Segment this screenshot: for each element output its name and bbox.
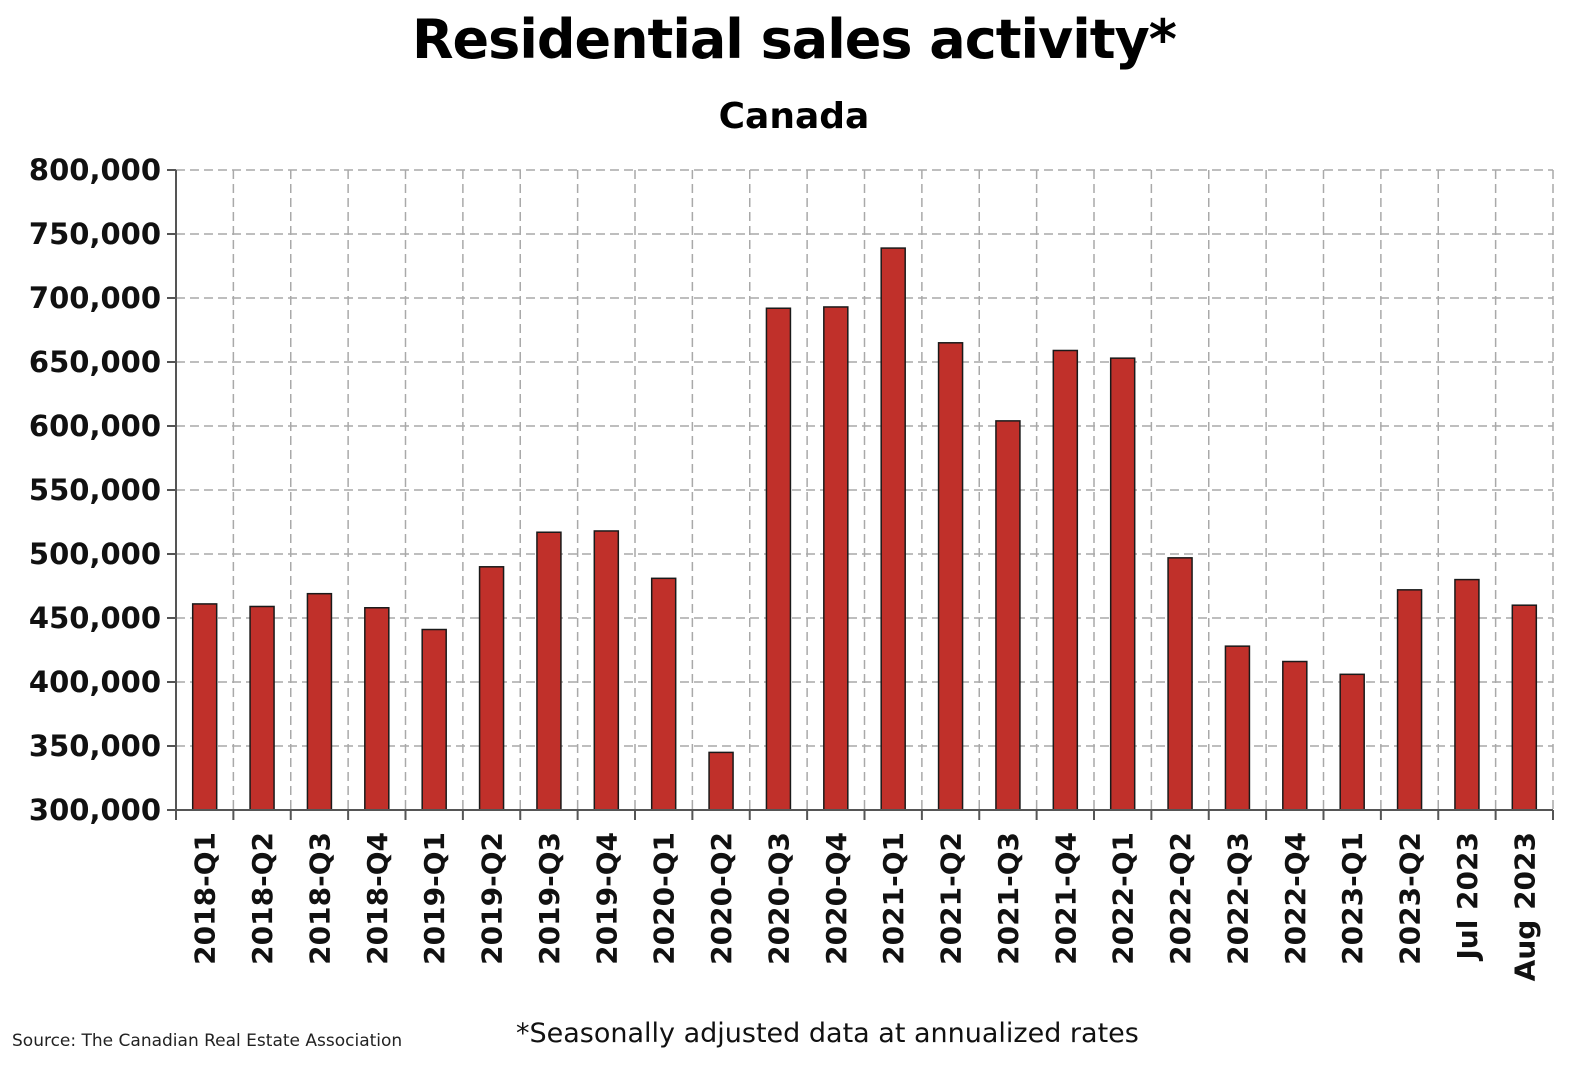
- y-tick-label: 550,000: [29, 473, 161, 507]
- y-tick-label: 350,000: [29, 729, 161, 763]
- x-axis-ticks: 2018-Q1 2018-Q2 2018-Q3 2018-Q4 2019-Q1 2019-…: [189, 832, 1542, 981]
- y-tick-label: 700,000: [29, 281, 161, 315]
- bar-2023-q1: [1339, 673, 1365, 811]
- y-tick-label: 400,000: [29, 665, 161, 699]
- bar-2022-q2: [1167, 557, 1193, 811]
- x-tick-label: 2023-Q1: [1336, 832, 1369, 965]
- y-tick-label: 300,000: [29, 793, 161, 827]
- bar-2018-q2: [249, 605, 275, 811]
- x-tick-label: 2020-Q3: [762, 832, 795, 965]
- x-tick-label: 2022-Q4: [1279, 832, 1312, 965]
- bar-2019-q3: [536, 531, 562, 811]
- x-tick-label: 2022-Q3: [1221, 832, 1254, 965]
- x-tick-label: 2019-Q2: [476, 832, 509, 965]
- gridlines: [176, 169, 1554, 810]
- bar-2023-q2: [1396, 589, 1423, 811]
- x-tick-label: 2022-Q1: [1107, 832, 1140, 965]
- x-tick-label: 2021-Q3: [992, 832, 1025, 965]
- bar-2018-q3: [306, 592, 333, 811]
- bar-2021-q1: [880, 247, 906, 811]
- x-tick-label: 2018-Q1: [189, 832, 222, 965]
- bar-2019-q4: [593, 530, 620, 811]
- y-tick-label: 650,000: [29, 345, 161, 379]
- y-axis-ticks: 300,000 350,000 400,000 450,000 500,000 550,0…: [29, 153, 161, 827]
- x-tick-label: 2020-Q4: [820, 832, 853, 965]
- bar-jul-2023: [1454, 578, 1480, 811]
- bar-2020-q1: [650, 577, 677, 811]
- source-note: Source: The Canadian Real Estate Associa…: [12, 1031, 403, 1051]
- bar-aug-2023: [1511, 604, 1538, 811]
- y-tick-label: 800,000: [29, 153, 161, 187]
- x-tick-label: 2019-Q3: [533, 832, 566, 965]
- x-tick-label: 2021-Q2: [935, 832, 968, 965]
- x-tick-label: 2020-Q2: [705, 832, 738, 965]
- bar-2018-q1: [191, 603, 218, 811]
- x-tick-label: 2018-Q2: [246, 832, 279, 965]
- bar-2021-q2: [937, 342, 964, 811]
- bar-2020-q3: [765, 307, 792, 811]
- bar-2020-q4: [823, 306, 849, 811]
- bar-2022-q1: [1109, 357, 1136, 811]
- bar-2022-q3: [1224, 645, 1251, 811]
- x-tick-label: 2021-Q4: [1049, 832, 1082, 965]
- x-tick-label: Jul 2023: [1451, 832, 1484, 962]
- bar-2020-q2: [708, 751, 734, 811]
- chart-subtitle: Canada: [718, 96, 870, 137]
- bar-2019-q1: [421, 628, 447, 811]
- footnote: *Seasonally adjusted data at annualized …: [516, 1018, 1139, 1049]
- bar-2018-q4: [364, 607, 390, 811]
- x-tick-label: 2020-Q1: [648, 832, 681, 965]
- x-tick-label: 2018-Q3: [303, 832, 336, 965]
- x-tick-label: 2018-Q4: [361, 832, 394, 965]
- x-tick-label: 2019-Q4: [590, 832, 623, 965]
- y-tick-label: 450,000: [29, 601, 161, 635]
- y-tick-label: 500,000: [29, 537, 161, 571]
- axes: [167, 169, 1554, 820]
- bar-2021-q3: [995, 420, 1021, 811]
- x-tick-label: Aug 2023: [1508, 832, 1541, 981]
- x-tick-label: 2023-Q2: [1394, 832, 1427, 965]
- bar-2019-q2: [478, 566, 505, 811]
- y-tick-label: 750,000: [29, 217, 161, 251]
- bars: [191, 247, 1538, 811]
- bar-2021-q4: [1052, 349, 1079, 811]
- chart-title: Residential sales activity*: [411, 8, 1177, 71]
- bar-2022-q4: [1282, 660, 1308, 811]
- x-tick-label: 2019-Q1: [418, 832, 451, 965]
- x-tick-label: 2022-Q2: [1164, 832, 1197, 965]
- x-tick-label: 2021-Q1: [877, 832, 910, 965]
- y-tick-label: 600,000: [29, 409, 161, 443]
